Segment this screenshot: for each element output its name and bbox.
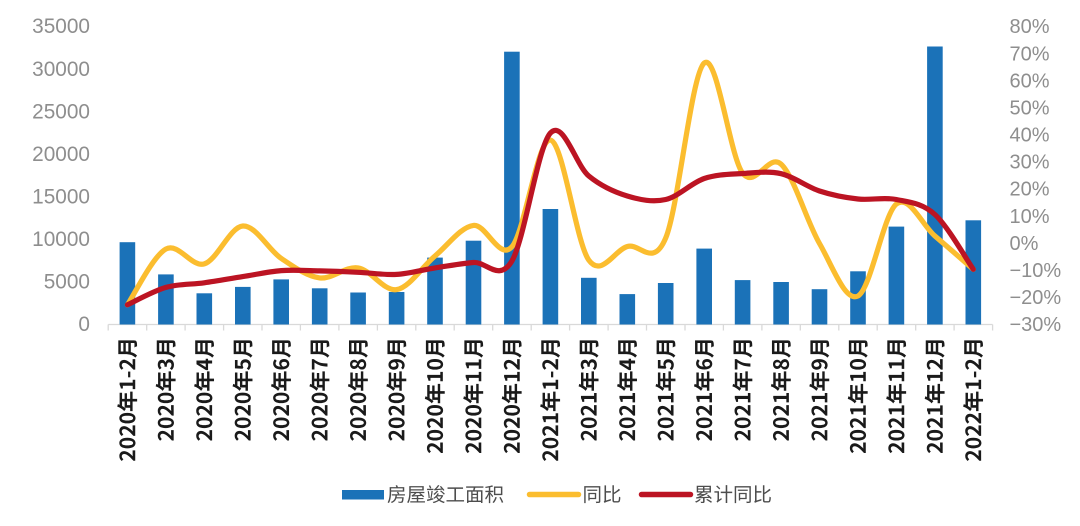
svg-text:70%: 70% bbox=[1010, 43, 1050, 65]
svg-text:20000: 20000 bbox=[32, 143, 90, 166]
svg-text:0%: 0% bbox=[1010, 233, 1039, 255]
svg-text:15000: 15000 bbox=[32, 186, 90, 209]
svg-text:−10%: −10% bbox=[1010, 260, 1062, 282]
svg-text:50%: 50% bbox=[1010, 98, 1050, 120]
svg-text:20%: 20% bbox=[1010, 179, 1050, 201]
svg-text:10000: 10000 bbox=[32, 228, 90, 251]
svg-text:60%: 60% bbox=[1010, 70, 1050, 92]
svg-text:−30%: −30% bbox=[1010, 314, 1062, 336]
svg-text:0: 0 bbox=[78, 313, 90, 336]
svg-text:80%: 80% bbox=[1010, 16, 1050, 38]
svg-text:40%: 40% bbox=[1010, 125, 1050, 147]
svg-text:35000: 35000 bbox=[32, 15, 90, 38]
svg-text:25000: 25000 bbox=[32, 100, 90, 123]
svg-text:−20%: −20% bbox=[1010, 287, 1062, 309]
svg-text:10%: 10% bbox=[1010, 206, 1050, 228]
svg-text:5000: 5000 bbox=[44, 271, 90, 294]
svg-text:30%: 30% bbox=[1010, 152, 1050, 174]
svg-text:30000: 30000 bbox=[32, 58, 90, 81]
